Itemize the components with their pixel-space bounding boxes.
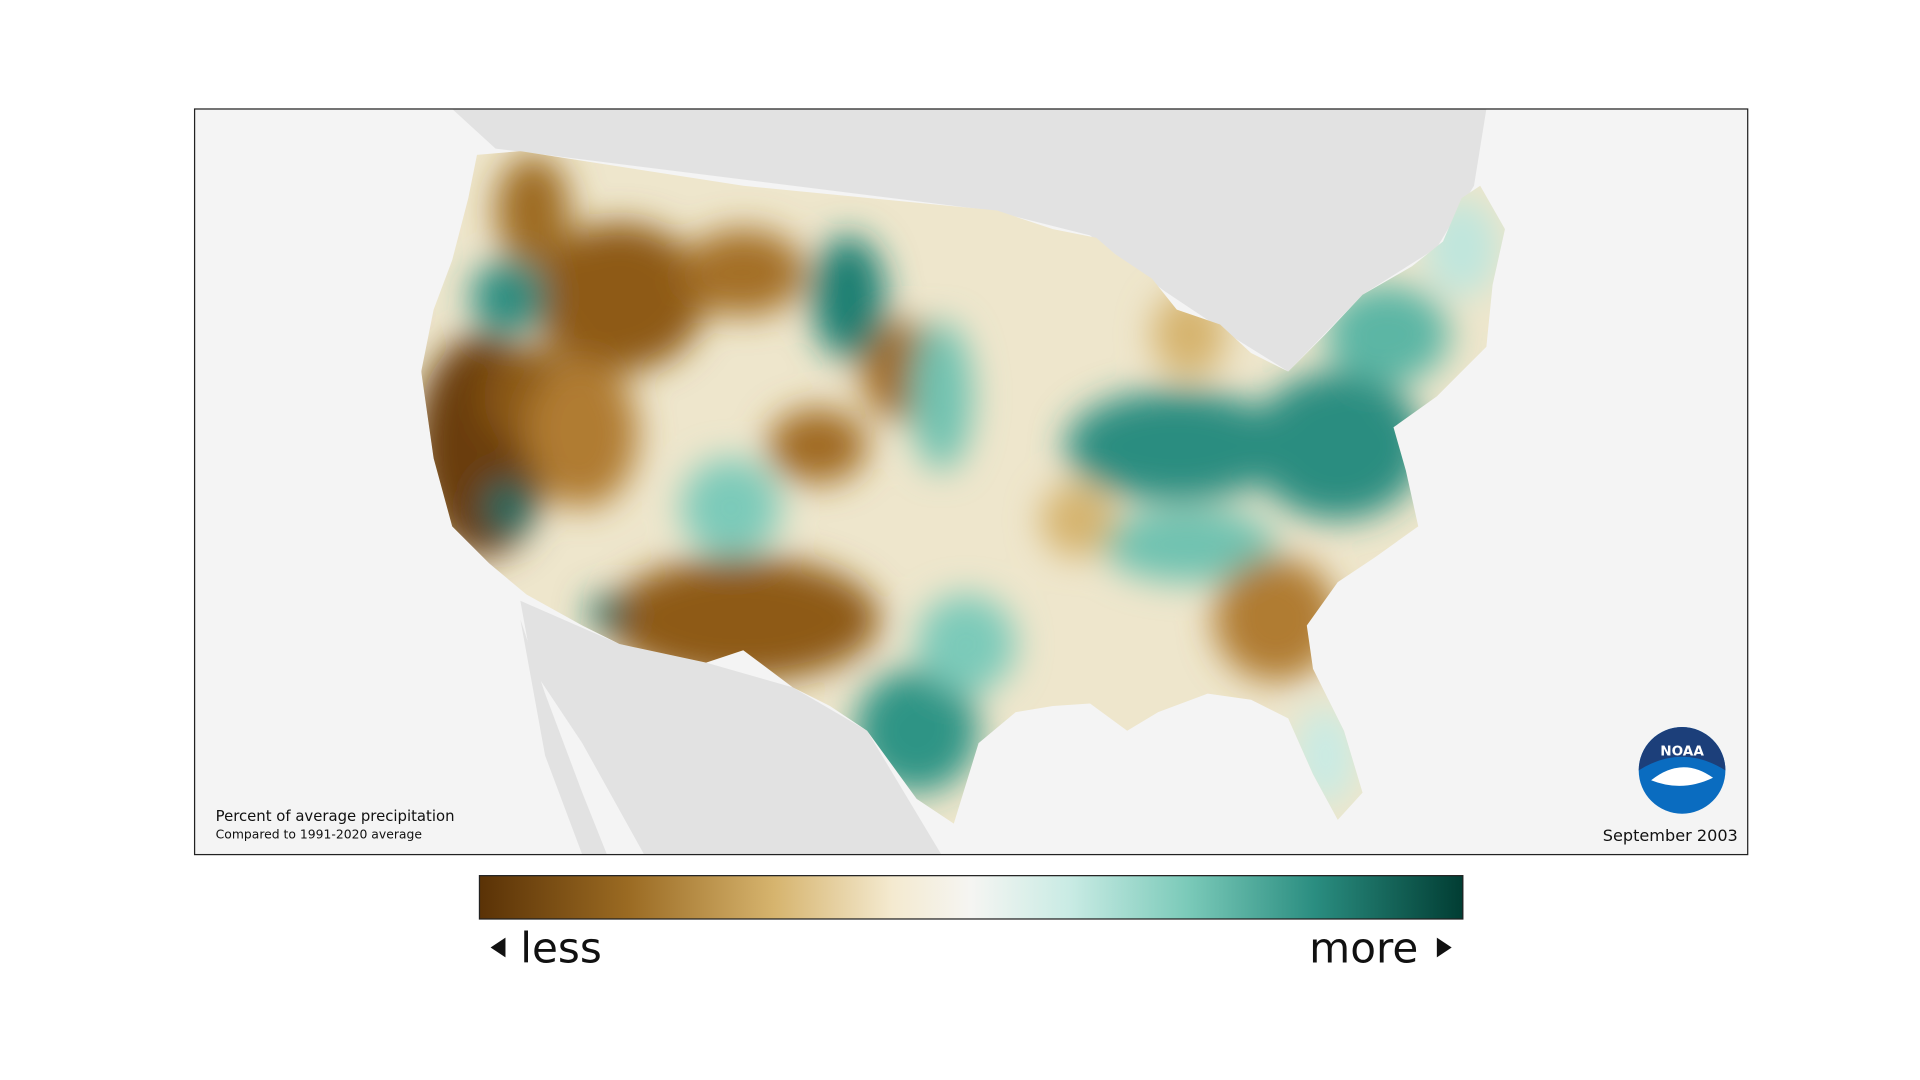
legend-low: less bbox=[520, 923, 601, 972]
map-subtitle: Compared to 1991-2020 average bbox=[216, 827, 422, 841]
colorbar: less more bbox=[478, 875, 1464, 972]
legend-high: more bbox=[1309, 923, 1418, 972]
logo-text: NOAA bbox=[1660, 744, 1704, 760]
map-frame bbox=[193, 108, 1749, 856]
map-title: Percent of average precipitation bbox=[216, 807, 455, 825]
map-date: September 2003 bbox=[1603, 826, 1738, 845]
noaa-logo: NOAA bbox=[1638, 727, 1726, 814]
map-area: NOAA Percent of average precipitation Co… bbox=[194, 108, 1748, 855]
